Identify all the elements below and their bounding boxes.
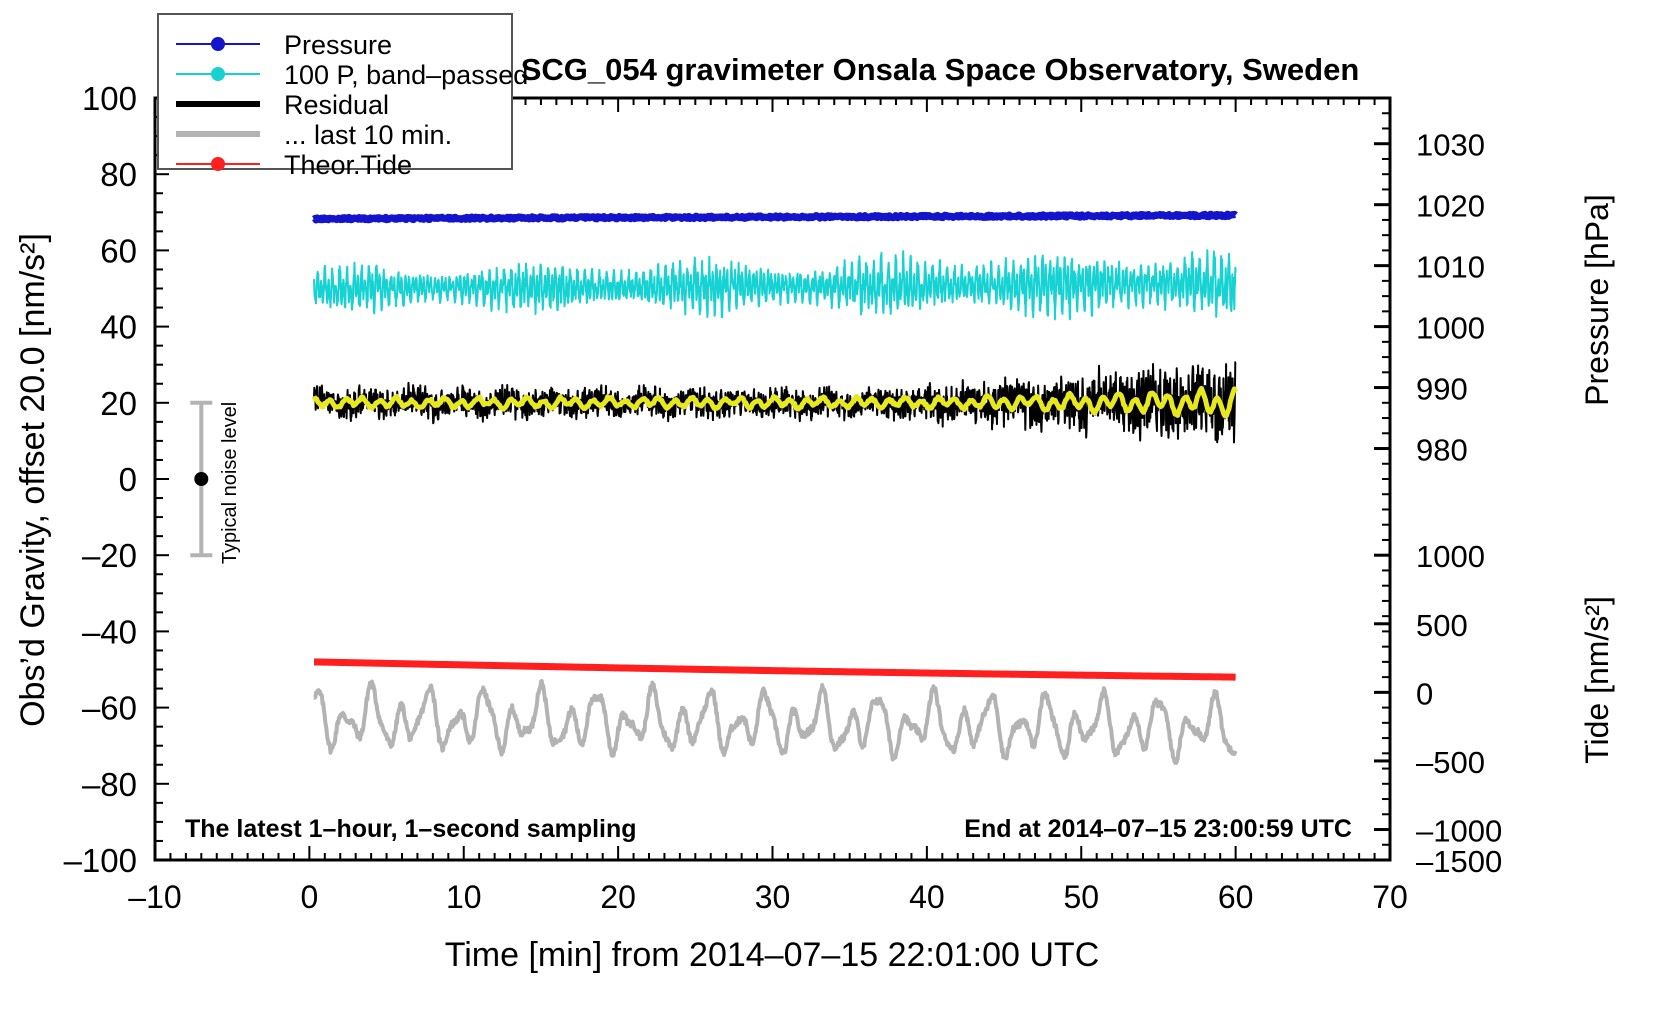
y-tick-label: –80 (82, 766, 137, 803)
x-tick-label: 10 (446, 879, 482, 915)
legend-label-3[interactable]: ... last 10 min. (284, 120, 452, 150)
right-axis-pressure-title: Pressure [hPa] (1579, 194, 1615, 406)
y-tick-label: –40 (82, 613, 137, 650)
tide-tick-label: –1500 (1416, 844, 1502, 879)
x-tick-label: 20 (600, 879, 636, 915)
chart-title: SCG_054 gravimeter Onsala Space Observat… (521, 52, 1360, 87)
y-tick-label: 60 (100, 232, 137, 269)
y-tick-label: 40 (100, 309, 137, 346)
x-axis-title: Time [min] from 2014–07–15 22:01:00 UTC (445, 936, 1100, 974)
y-tick-label: –60 (82, 690, 137, 727)
x-tick-label: 60 (1218, 879, 1254, 915)
trace-residual (313, 361, 1237, 444)
x-tick-label: 30 (755, 879, 791, 915)
y-tick-label: 0 (119, 461, 137, 498)
pressure-tick-label: 1000 (1416, 311, 1485, 346)
right-axis-ticks: 1030 1020 1010 1000 990 980 1000 500 0 –500 –1000–… (1374, 97, 1502, 879)
pressure-tick-label: 1010 (1416, 250, 1485, 285)
y-axis-ticks: 100 80 60 40 20 0 –20 –40 –60 –80 –100 (64, 80, 169, 879)
y-tick-label: –20 (82, 537, 137, 574)
noise-level-label: Typical noise level (219, 402, 241, 564)
pressure-tick-label: 1030 (1416, 128, 1485, 163)
bottom-right-annotation: End at 2014–07–15 23:00:59 UTC (964, 815, 1352, 843)
pressure-tick-label: 990 (1416, 372, 1468, 407)
typical-noise-level-marker (190, 400, 213, 558)
y-axis-title: Obs’d Gravity, offset 20.0 [nm/s²] (14, 233, 52, 727)
right-axis-tide-title: Tide [nm/s²] (1579, 596, 1615, 764)
trace-band-passed (313, 249, 1237, 321)
tide-tick-label: 0 (1416, 676, 1433, 711)
legend-label-0[interactable]: Pressure (284, 30, 392, 60)
y-tick-label: 80 (100, 156, 137, 193)
trace-pressure (311, 210, 1239, 224)
pressure-tick-label: 1020 (1416, 189, 1485, 224)
data-traces (311, 210, 1239, 765)
bottom-left-annotation: The latest 1–hour, 1–second sampling (185, 815, 637, 843)
x-tick-label: 40 (909, 879, 945, 915)
x-tick-label: 70 (1372, 879, 1408, 915)
tide-tick-label: –1000 (1416, 814, 1502, 849)
x-tick-label: 50 (1063, 879, 1099, 915)
trace-theor-tide (313, 658, 1237, 681)
legend-marker-4 (211, 157, 225, 171)
y-tick-label: –100 (64, 842, 137, 879)
legend-marker-0 (211, 37, 225, 51)
legend-label-1[interactable]: 100 P, band–passed (284, 60, 528, 90)
legend-label-2[interactable]: Residual (284, 90, 389, 120)
pressure-tick-label: 980 (1416, 433, 1468, 468)
legend-marker-1 (211, 67, 225, 81)
noise-bar-center-dot (194, 472, 209, 486)
tide-tick-label: 1000 (1416, 539, 1485, 574)
tide-tick-label: –500 (1416, 745, 1485, 780)
y-tick-label: 20 (100, 385, 137, 422)
legend-label-4[interactable]: Theor.Tide (284, 150, 412, 180)
x-tick-label: 0 (300, 879, 318, 915)
trace-residual-smoothed (311, 385, 1238, 419)
trace-last-10-min (312, 679, 1238, 765)
tide-tick-label: 500 (1416, 608, 1468, 643)
x-tick-label: –10 (128, 879, 181, 915)
y-tick-label: 100 (82, 80, 137, 117)
